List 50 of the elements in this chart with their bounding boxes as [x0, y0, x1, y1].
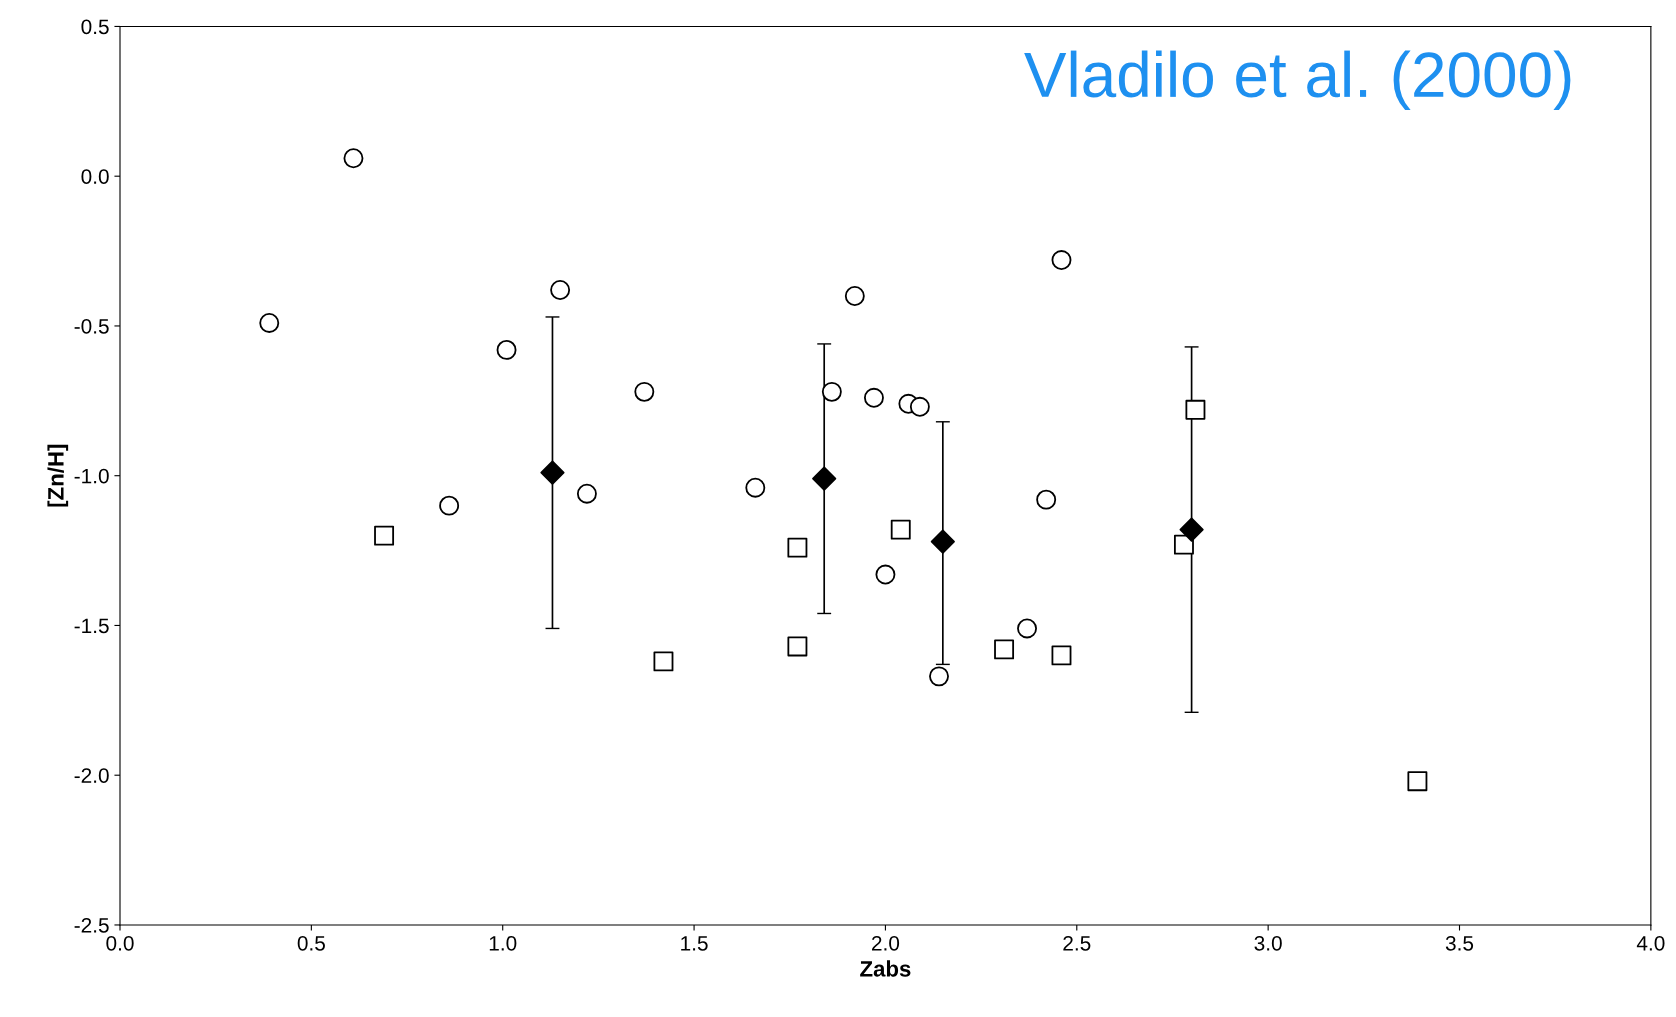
x-tick-label: 2.0 [872, 935, 900, 951]
y-tick-label: -0.5 [74, 318, 109, 334]
point [821, 381, 842, 402]
point [439, 495, 460, 516]
point [994, 639, 1015, 660]
x-tick-label: 0.0 [106, 935, 134, 951]
point [343, 148, 364, 169]
point [875, 564, 896, 585]
x-axis-title: Zabs [860, 960, 911, 977]
y-tick-label: 0.0 [81, 169, 109, 184]
point [1036, 489, 1057, 510]
point [930, 529, 955, 554]
point [1051, 645, 1072, 666]
point [374, 525, 395, 546]
y-tick-label: -2.5 [74, 917, 109, 933]
point [576, 483, 597, 504]
point [540, 460, 565, 485]
x-tick-label: 3.5 [1445, 935, 1474, 951]
point [1017, 618, 1037, 639]
point [890, 519, 911, 540]
point [909, 396, 930, 417]
point [929, 666, 949, 687]
point [844, 286, 865, 306]
point [653, 651, 674, 672]
point [1173, 534, 1194, 555]
y-axis-title: [Zn/H] [47, 444, 69, 507]
point [259, 312, 280, 333]
point [550, 280, 571, 300]
x-tick-label: 4.0 [1636, 935, 1665, 951]
point [1179, 517, 1204, 542]
point [634, 381, 655, 402]
y-tick-label: -1.5 [74, 618, 109, 634]
chart-title: Vladilo et al. (2000) [1024, 50, 1571, 111]
point [787, 636, 808, 657]
point [745, 477, 766, 498]
x-tick-label: 1.0 [489, 935, 517, 951]
point [863, 387, 884, 408]
point [1051, 250, 1072, 271]
x-tick-label: 0.5 [297, 935, 325, 951]
x-tick-label: 3.0 [1254, 935, 1282, 951]
y-tick-label: 0.5 [81, 19, 109, 35]
point [1407, 771, 1428, 792]
y-tick-label: -2.0 [74, 768, 109, 783]
point [496, 339, 517, 360]
point [1185, 399, 1206, 420]
point [812, 466, 837, 491]
y-tick-label: -1.0 [74, 468, 109, 484]
x-tick-label: 2.5 [1063, 935, 1091, 951]
point [787, 537, 808, 558]
x-tick-label: 1.5 [681, 936, 708, 951]
